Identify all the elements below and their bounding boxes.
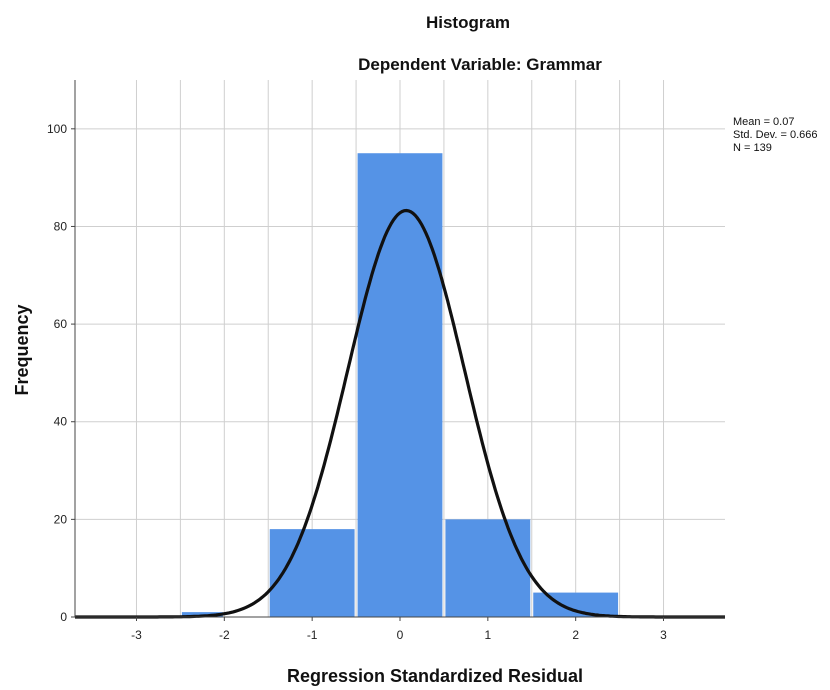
y-tick-label: 40 (54, 415, 68, 429)
y-tick-label: 20 (54, 512, 68, 526)
y-tick-label: 60 (54, 317, 68, 331)
histogram-bar (533, 592, 619, 617)
stats-mean: Mean = 0.07 (733, 116, 794, 128)
x-tick-label: 2 (572, 628, 579, 642)
chart-title: Histogram (426, 13, 510, 32)
stats-std-dev: Std. Dev. = 0.666 (733, 129, 818, 141)
y-tick-label: 0 (60, 610, 67, 624)
x-tick-label: -1 (307, 628, 318, 642)
chart-subtitle: Dependent Variable: Grammar (358, 55, 602, 74)
y-tick-label: 80 (54, 219, 68, 233)
histogram-bar (357, 153, 443, 617)
stats-n: N = 139 (733, 142, 772, 154)
tick-labels: 0 20 40 60 80 100 -3 -2 -1 0 1 2 3 (47, 122, 667, 642)
axes (71, 80, 725, 621)
x-axis-title: Regression Standardized Residual (287, 666, 583, 686)
x-tick-label: -3 (131, 628, 142, 642)
x-tick-label: 3 (660, 628, 667, 642)
stats-box: Mean = 0.07 Std. Dev. = 0.666 N = 139 (733, 116, 818, 154)
y-tick-label: 100 (47, 122, 67, 136)
x-tick-label: 1 (484, 628, 491, 642)
histogram-bar (445, 519, 531, 617)
y-axis-title: Frequency (12, 304, 32, 395)
x-tick-label: 0 (397, 628, 404, 642)
x-tick-label: -2 (219, 628, 230, 642)
